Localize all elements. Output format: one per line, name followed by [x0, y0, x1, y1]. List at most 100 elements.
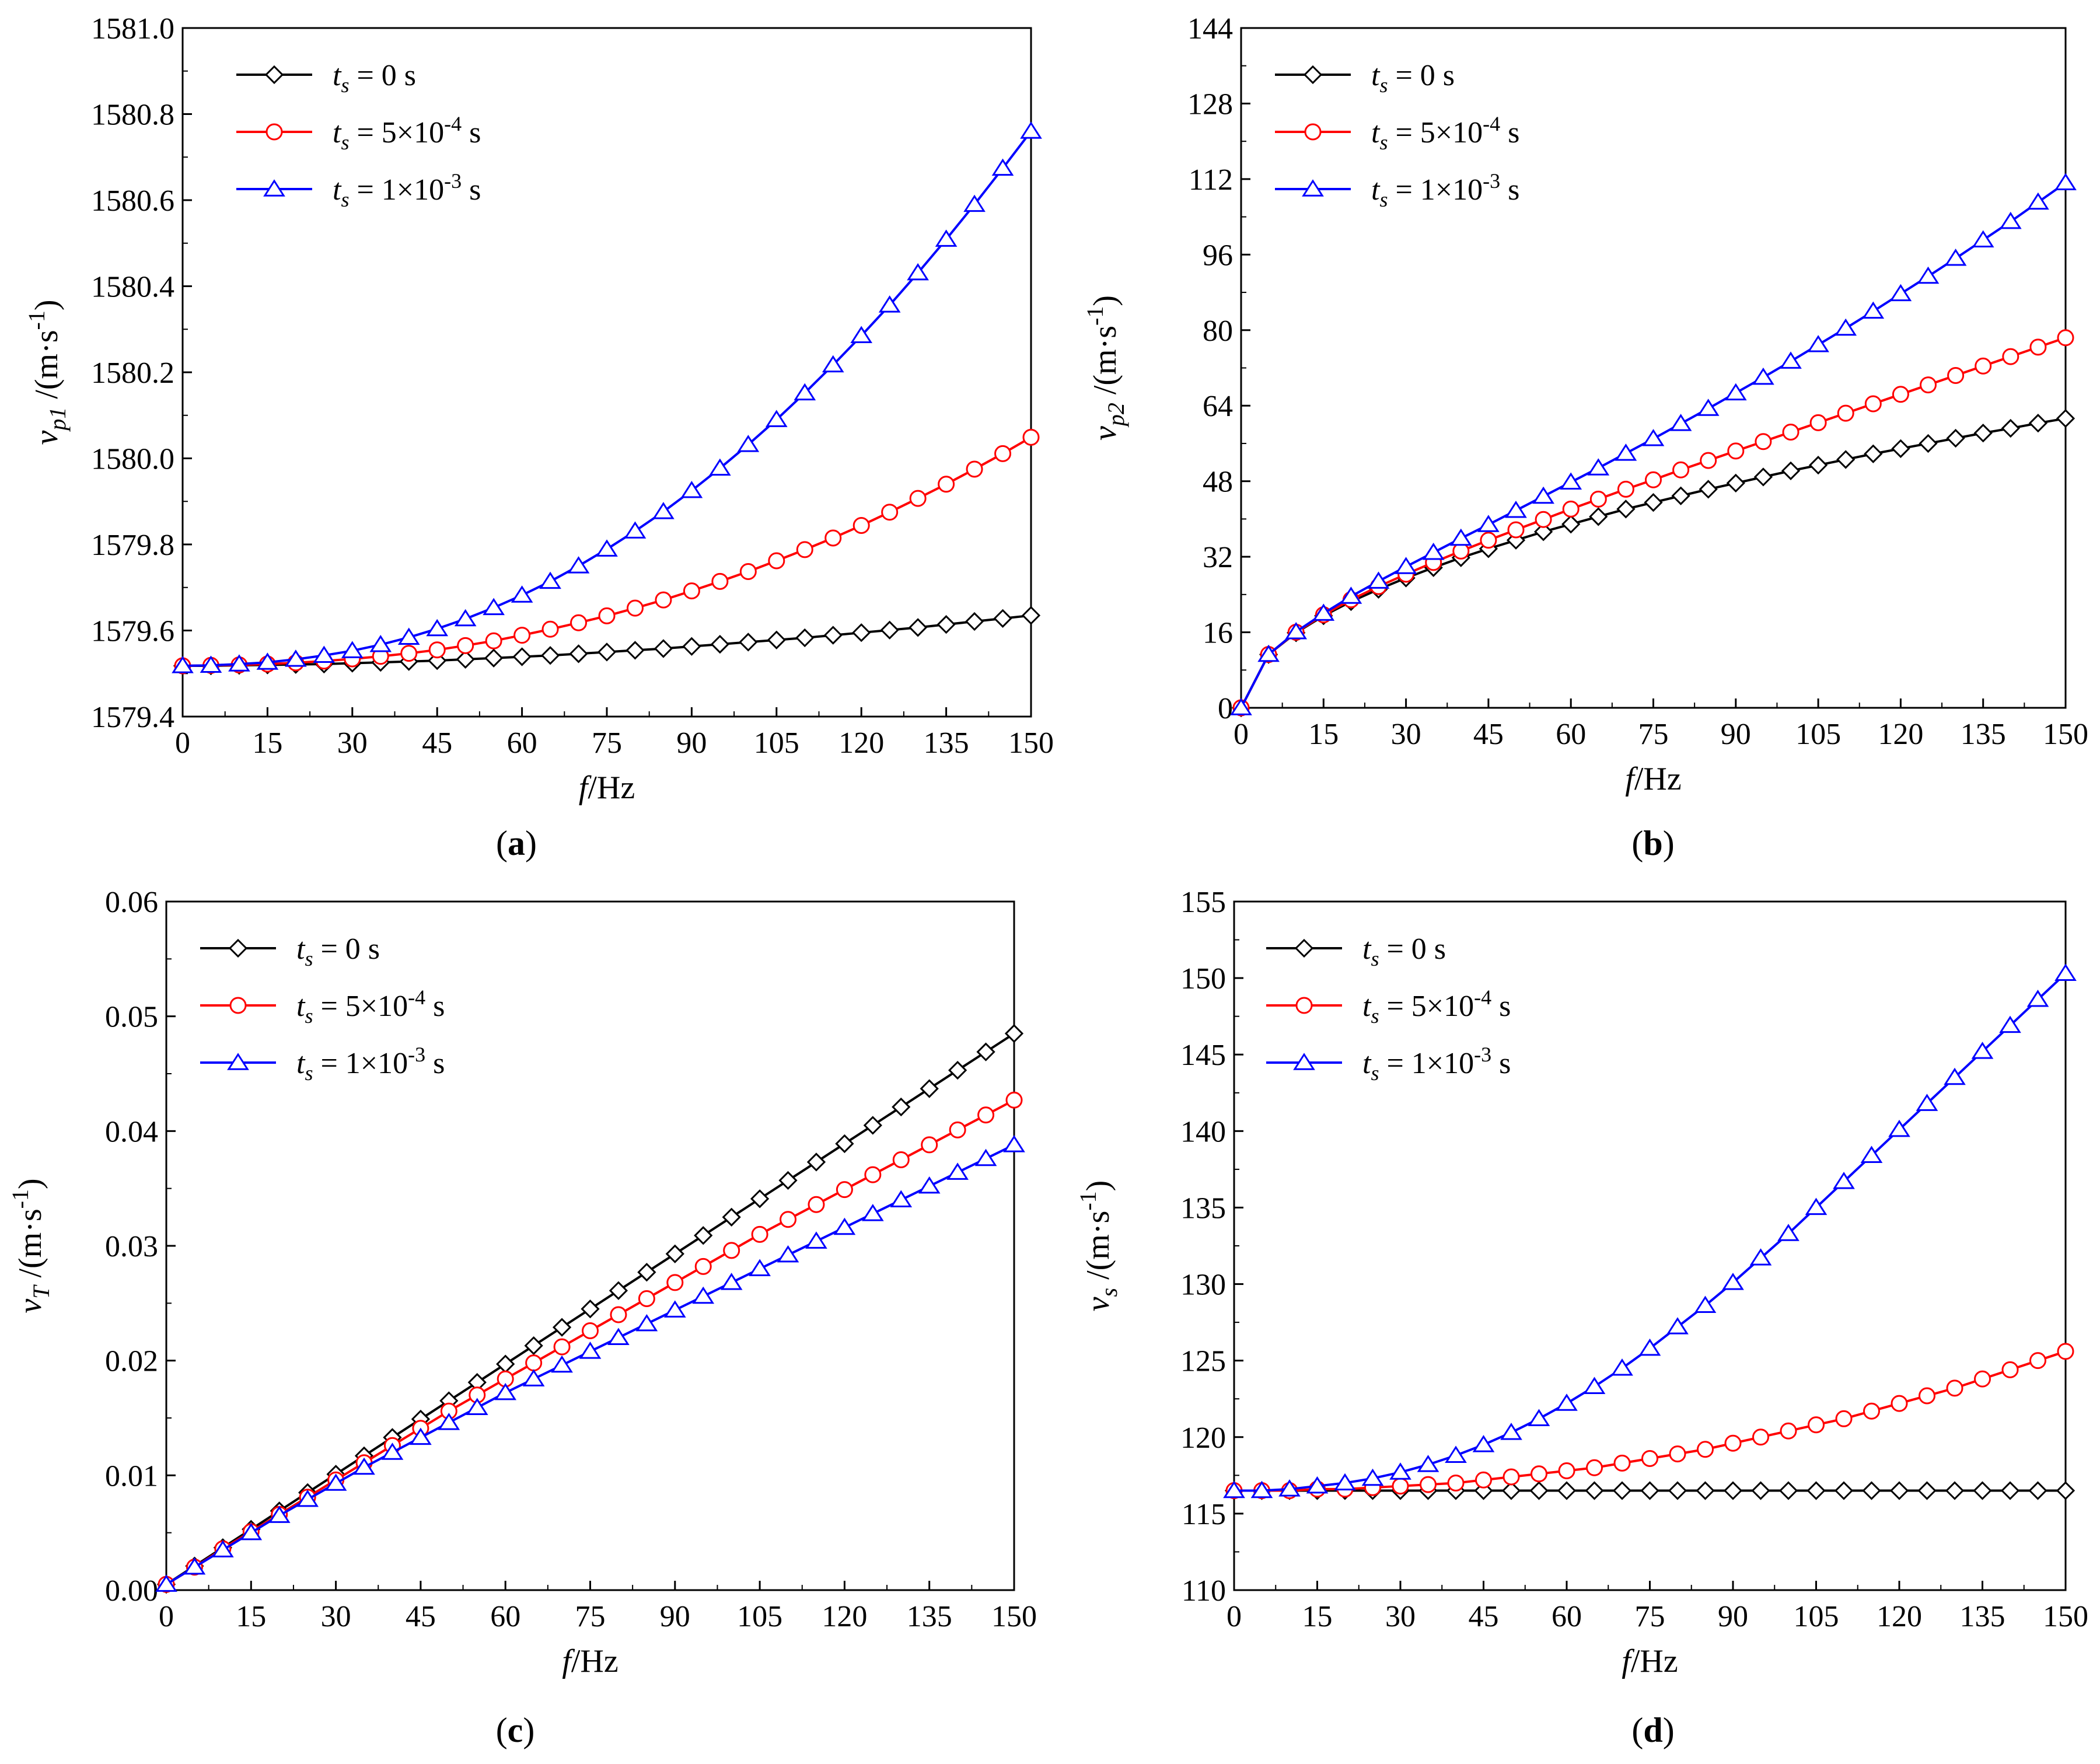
- data-point: [1285, 621, 1308, 640]
- x-tick-label: 90: [660, 1600, 690, 1633]
- data-point: [993, 609, 1012, 628]
- x-tick-label: 15: [236, 1600, 266, 1633]
- data-point: [765, 410, 788, 427]
- x-tick-label: 105: [737, 1600, 782, 1633]
- data-point: [1973, 424, 1993, 443]
- data-point: [682, 637, 701, 656]
- data-point: [666, 1274, 684, 1291]
- y-tick-label: 1579.4: [91, 701, 174, 734]
- data-point: [966, 460, 983, 478]
- data-point: [597, 642, 617, 662]
- data-point: [1700, 452, 1717, 469]
- chart-panel-4: 0 15 30 45 60 75 90 105 120 135 150 110 115 120 125 130…: [1075, 886, 2088, 1749]
- data-point: [551, 1355, 573, 1373]
- x-tick-label: 45: [1469, 1600, 1499, 1633]
- data-point: [836, 1181, 853, 1199]
- y-tick-label: 135: [1180, 1192, 1226, 1225]
- data-point: [1778, 1481, 1798, 1500]
- data-point: [1807, 335, 1829, 352]
- legend-label-1: ts = 5×10-4 s: [1371, 112, 1519, 154]
- data-point: [1919, 434, 1938, 453]
- data-point: [833, 1217, 856, 1235]
- data-point: [921, 1136, 938, 1154]
- data-point: [1449, 528, 1472, 546]
- data-point: [1972, 230, 1994, 247]
- data-point: [539, 571, 561, 589]
- data-point: [795, 628, 815, 648]
- data-point: [1532, 486, 1554, 504]
- data-point: [909, 618, 928, 637]
- legend-label-0: ts = 0 s: [1362, 932, 1446, 970]
- data-point: [1946, 428, 1965, 448]
- data-point: [694, 1226, 713, 1245]
- data-point: [296, 1489, 319, 1507]
- data-point: [626, 641, 645, 660]
- data-point: [768, 552, 785, 570]
- data-point: [1452, 542, 1470, 560]
- data-point: [1919, 1387, 1935, 1405]
- data-point: [2028, 1481, 2047, 1500]
- data-point: [976, 1042, 995, 1061]
- legend-marker: [1302, 179, 1324, 197]
- data-point: [852, 623, 871, 642]
- legend-label-1: ts = 5×10-4 s: [296, 986, 445, 1028]
- data-point: [1892, 386, 1909, 403]
- x-tick-label: 90: [676, 726, 707, 760]
- y-tick-label: 145: [1180, 1039, 1226, 1072]
- data-point: [1696, 1481, 1715, 1500]
- data-point: [1477, 515, 1500, 532]
- data-point: [654, 639, 673, 658]
- data-point: [1020, 121, 1042, 139]
- data-point: [512, 647, 532, 666]
- x-tick-label: 150: [991, 1600, 1037, 1633]
- data-point: [1223, 1480, 1245, 1498]
- x-tick-label: 120: [1878, 718, 1923, 751]
- x-tick-label: 30: [1391, 718, 1421, 751]
- data-point: [1920, 376, 1937, 394]
- data-point: [1753, 467, 1773, 487]
- x-tick-label: 75: [1638, 718, 1669, 751]
- data-point: [1944, 1067, 1966, 1085]
- data-point: [324, 1473, 347, 1491]
- y-tick-label: 0.01: [105, 1459, 158, 1493]
- series-2: [155, 1135, 1025, 1592]
- y-tick-label: 1579.8: [91, 529, 174, 562]
- data-point: [1003, 1135, 1025, 1152]
- data-point: [881, 504, 899, 521]
- data-point: [1558, 1462, 1575, 1479]
- x-tick-label: 15: [252, 726, 282, 760]
- data-point: [994, 445, 1012, 462]
- data-point: [880, 620, 899, 640]
- data-point: [1862, 1481, 1881, 1500]
- data-point: [1507, 521, 1525, 539]
- data-point: [483, 598, 505, 616]
- data-point: [1833, 1172, 1855, 1189]
- data-point: [1422, 543, 1445, 560]
- data-point: [426, 619, 449, 637]
- data-point: [1250, 1480, 1273, 1498]
- data-point: [511, 585, 533, 603]
- data-point: [1722, 1273, 1744, 1290]
- data-point: [1475, 1471, 1492, 1489]
- x-tick-label: 135: [1961, 718, 2006, 751]
- data-point: [1480, 532, 1497, 549]
- data-point: [1780, 1422, 1797, 1440]
- data-point: [1641, 1449, 1658, 1467]
- y-tick-label: 1580.0: [91, 443, 174, 476]
- panel-label: (d): [1631, 1711, 1674, 1749]
- panel-label: (b): [1631, 824, 1674, 862]
- data-point: [1777, 1224, 1799, 1241]
- data-point: [767, 630, 786, 649]
- data-point: [609, 1281, 628, 1300]
- legend-marker: [1295, 997, 1313, 1014]
- x-tick-label: 150: [2043, 718, 2088, 751]
- series-1: [1225, 1343, 2074, 1500]
- data-point: [2002, 348, 2019, 365]
- x-tick-label: 45: [1473, 718, 1504, 751]
- data-point: [963, 194, 986, 212]
- data-point: [907, 263, 929, 281]
- data-point: [1561, 515, 1581, 534]
- data-point: [552, 1318, 572, 1337]
- data-point: [1752, 1428, 1769, 1446]
- y-tick-label: 0: [1218, 692, 1233, 725]
